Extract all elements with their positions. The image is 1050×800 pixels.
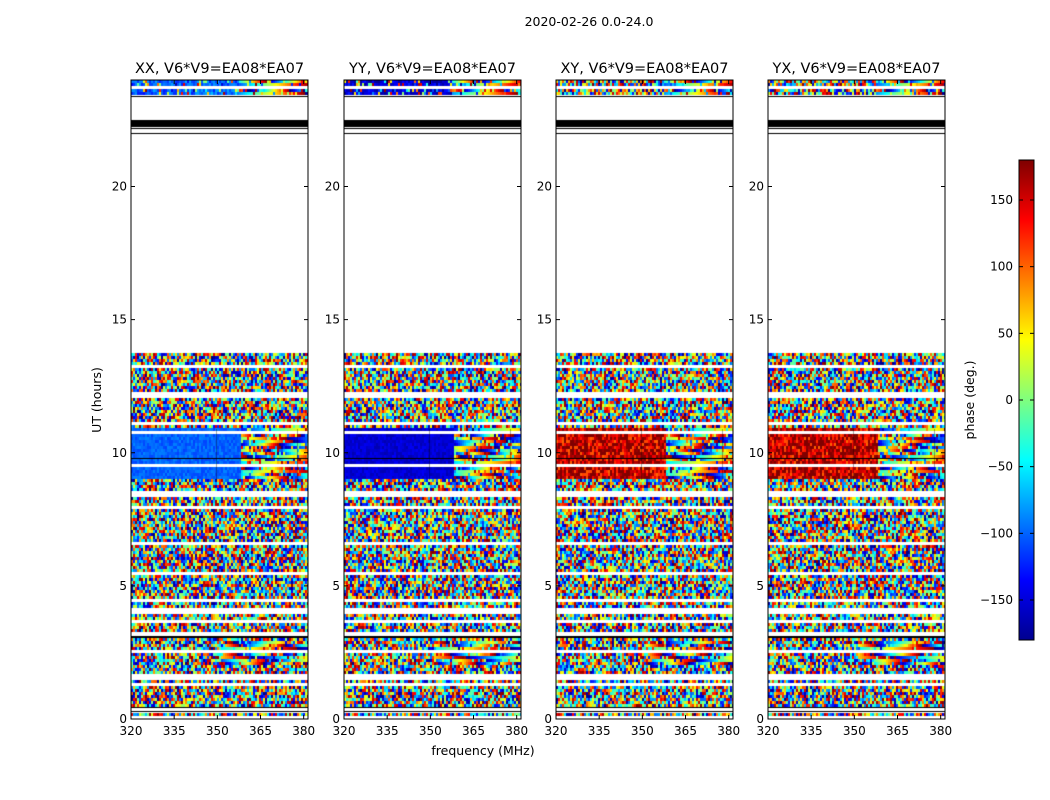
plot-frame: [130, 79, 309, 720]
colorbar-tick-label: 0: [1005, 393, 1013, 407]
colorbar-tick-label: 50: [998, 326, 1013, 340]
colorbar-ticks: −150 −100 −50 0 50 100 150: [980, 193, 1034, 607]
figure-suptitle: 2020-02-26 0.0-24.0: [525, 14, 654, 29]
panels: XX, V6*V9=EA08*EA07 320 335 350 365 380 0 5 10 15…: [112, 61, 952, 738]
colorbar: −150 −100 −50 0 50 100 150 phase (deg.): [962, 159, 1035, 641]
panel-xx: XX, V6*V9=EA08*EA07 320 335 350 365 380 0 5 10 15…: [112, 61, 315, 738]
y-axis-label: UT (hours): [89, 367, 104, 433]
y-tick-label: 5: [544, 579, 552, 593]
y-tick-label: 10: [537, 446, 552, 460]
phase-heatmap: [344, 80, 521, 719]
x-tick-label: 320: [545, 724, 568, 738]
x-tick-label: 365: [674, 724, 697, 738]
x-tick-label: 365: [462, 724, 485, 738]
y-tick-label: 0: [756, 712, 764, 726]
y-tick-label: 15: [112, 313, 127, 327]
y-tick-label: 20: [325, 180, 340, 194]
x-tick-label: 350: [631, 724, 654, 738]
x-tick-label: 380: [505, 724, 528, 738]
y-tick-label: 10: [325, 446, 340, 460]
plot-frame: [343, 79, 522, 720]
panel-title: YY, V6*V9=EA08*EA07: [348, 61, 516, 77]
panel-xy: XY, V6*V9=EA08*EA07 320 335 350 365 380 0 5 10 15…: [537, 61, 740, 738]
colorbar-tick-label: 100: [990, 260, 1013, 274]
x-tick-label: 335: [376, 724, 399, 738]
panel-yy: YY, V6*V9=EA08*EA07 320 335 350 365 380 0 5 10 15…: [325, 61, 528, 738]
x-tick-label: 320: [333, 724, 356, 738]
phase-heatmap: [556, 80, 733, 719]
x-tick-label: 380: [717, 724, 740, 738]
x-tick-label: 365: [886, 724, 909, 738]
y-tick-label: 5: [332, 579, 340, 593]
x-axis-label: frequency (MHz): [431, 743, 534, 758]
plot-frame: [767, 79, 946, 720]
panel-yx: YX, V6*V9=EA08*EA07 320 335 350 365 380 0 5 10 15…: [749, 61, 952, 738]
x-tick-label: 380: [292, 724, 315, 738]
y-tick-label: 20: [749, 180, 764, 194]
y-tick-label: 0: [332, 712, 340, 726]
panel-title: XX, V6*V9=EA08*EA07: [135, 61, 304, 77]
x-tick-label: 320: [120, 724, 143, 738]
x-tick-label: 335: [588, 724, 611, 738]
x-tick-label: 350: [843, 724, 866, 738]
x-tick-label: 380: [929, 724, 952, 738]
panel-title: XY, V6*V9=EA08*EA07: [560, 61, 728, 77]
x-tick-label: 350: [206, 724, 229, 738]
y-tick-label: 20: [537, 180, 552, 194]
panel-title: YX, V6*V9=EA08*EA07: [771, 61, 940, 77]
y-tick-label: 15: [537, 313, 552, 327]
colorbar-tick-label: 150: [990, 193, 1013, 207]
colorbar-label: phase (deg.): [962, 361, 977, 440]
x-tick-label: 320: [757, 724, 780, 738]
y-tick-label: 0: [544, 712, 552, 726]
colorbar-tick-label: −100: [980, 526, 1013, 540]
y-tick-label: 0: [119, 712, 127, 726]
y-tick-label: 5: [119, 579, 127, 593]
x-tick-label: 350: [419, 724, 442, 738]
x-tick-label: 365: [249, 724, 272, 738]
y-tick-label: 20: [112, 180, 127, 194]
plot-frame: [555, 79, 734, 720]
colorbar-tick-label: −50: [988, 460, 1013, 474]
colorbar-tick-label: −150: [980, 593, 1013, 607]
x-tick-label: 335: [163, 724, 186, 738]
phase-heatmap: [131, 80, 308, 719]
y-tick-label: 15: [325, 313, 340, 327]
y-tick-label: 15: [749, 313, 764, 327]
phase-heatmap: [768, 80, 945, 719]
x-tick-label: 335: [800, 724, 823, 738]
y-tick-label: 5: [756, 579, 764, 593]
y-tick-label: 10: [749, 446, 764, 460]
y-tick-label: 10: [112, 446, 127, 460]
